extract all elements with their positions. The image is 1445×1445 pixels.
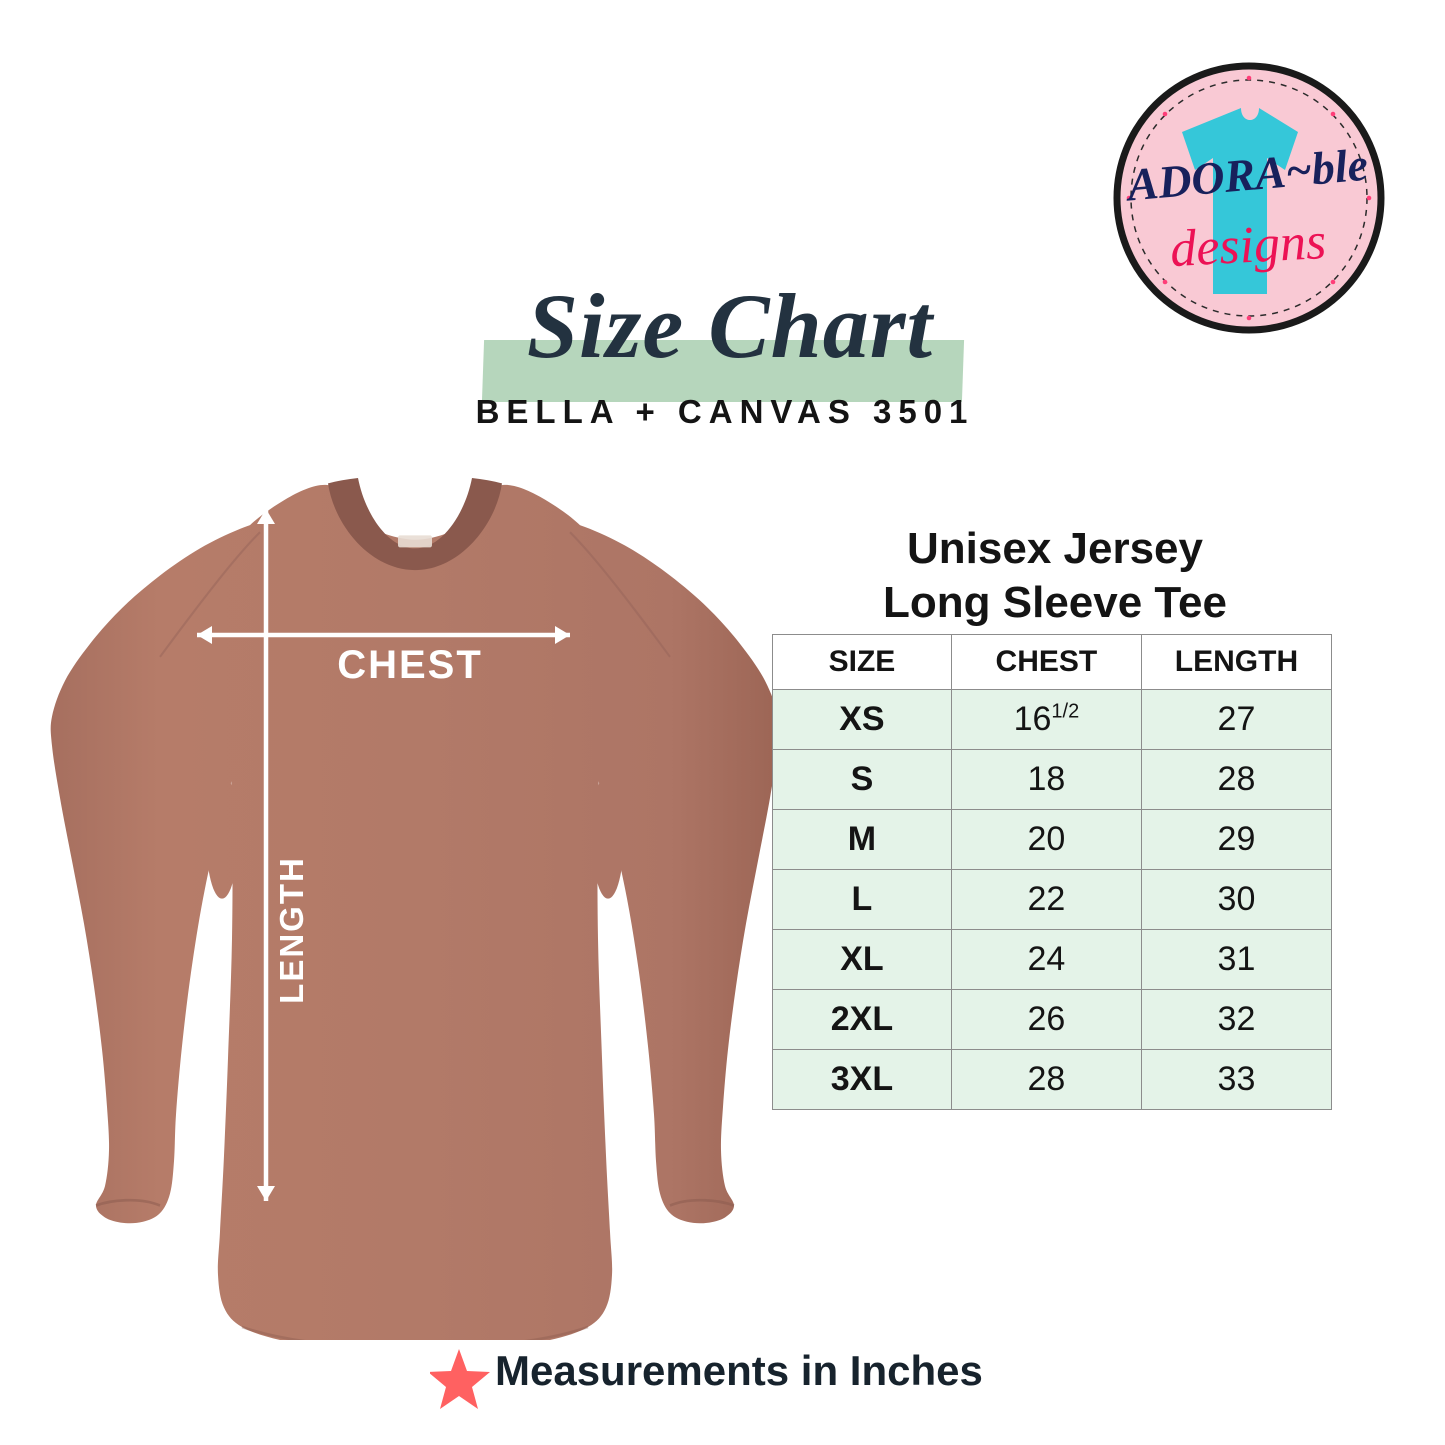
svg-text:CHEST: CHEST [337,643,483,687]
svg-text:LENGTH: LENGTH [273,856,310,1004]
